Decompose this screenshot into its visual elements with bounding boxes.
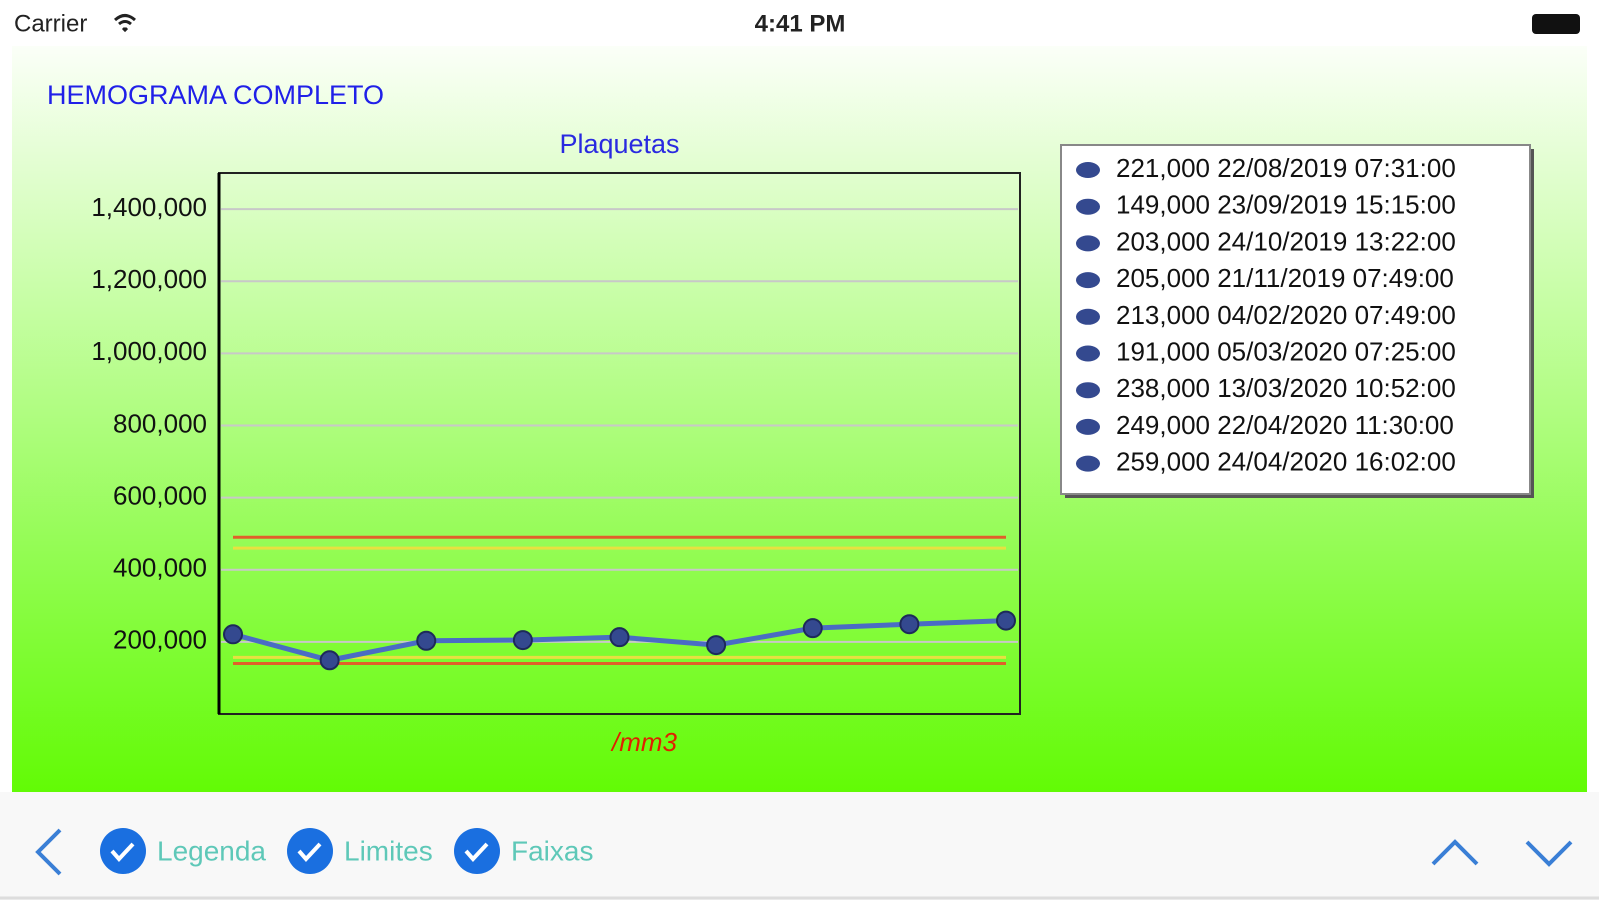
data-point bbox=[512, 630, 533, 651]
legend-entry: 238,000 13/03/2020 10:52:00 bbox=[1116, 373, 1456, 403]
legend-value: 191,000 bbox=[1116, 336, 1210, 366]
legend-value: 221,000 bbox=[1116, 153, 1210, 183]
legend-marker bbox=[1076, 272, 1100, 289]
legend-date: 24/10/2019 13:22:00 bbox=[1217, 226, 1456, 256]
data-point bbox=[996, 610, 1016, 631]
legend-entry: 249,000 22/04/2020 11:30:00 bbox=[1116, 410, 1454, 440]
legend-entry: 205,000 21/11/2019 07:49:00 bbox=[1116, 263, 1454, 293]
legend-entry: 191,000 05/03/2020 07:25:00 bbox=[1116, 336, 1456, 366]
legend-marker bbox=[1076, 345, 1100, 362]
legend-value: 205,000 bbox=[1116, 263, 1210, 293]
legend-marker bbox=[1076, 198, 1100, 215]
header-title: HEMOGRAMA COMPLETO bbox=[47, 80, 384, 110]
checkbox-checked[interactable] bbox=[454, 828, 500, 874]
data-point bbox=[223, 624, 243, 645]
down-button[interactable] bbox=[1525, 840, 1573, 867]
data-point bbox=[899, 614, 920, 635]
legend-entry: 259,000 24/04/2020 16:02:00 bbox=[1116, 446, 1456, 476]
x-axis-label: /mm3 bbox=[610, 727, 678, 757]
y-tick-label: 200,000 bbox=[113, 625, 207, 655]
data-point bbox=[319, 650, 340, 671]
data-point bbox=[416, 630, 437, 651]
legend-marker bbox=[1076, 308, 1100, 325]
y-tick-label: 1,200,000 bbox=[91, 264, 207, 294]
legend-marker bbox=[1076, 162, 1100, 178]
checkmark bbox=[297, 842, 322, 862]
toggle-label[interactable]: Faixas bbox=[511, 835, 593, 866]
toolbar bbox=[0, 792, 1599, 900]
up-button[interactable] bbox=[1431, 839, 1479, 866]
y-tick-label: 400,000 bbox=[113, 553, 207, 583]
data-point bbox=[706, 635, 727, 656]
y-tick-label: 600,000 bbox=[113, 480, 207, 510]
legend-entry: 213,000 04/02/2020 07:49:00 bbox=[1116, 300, 1456, 330]
battery-icon bbox=[1532, 14, 1580, 34]
chart-title: Plaquetas bbox=[559, 129, 679, 159]
legend-value: 259,000 bbox=[1116, 446, 1210, 476]
checkbox-checked[interactable] bbox=[287, 828, 333, 874]
y-tick-label: 1,400,000 bbox=[91, 192, 207, 222]
checkmark bbox=[464, 842, 489, 862]
back-button[interactable] bbox=[35, 828, 62, 876]
data-point bbox=[802, 618, 823, 639]
legend-date: 22/04/2020 11:30:00 bbox=[1217, 410, 1454, 440]
legend-date: 04/02/2020 07:49:00 bbox=[1217, 300, 1456, 330]
checkbox-checked[interactable] bbox=[100, 828, 146, 874]
legend-marker bbox=[1076, 235, 1100, 252]
y-tick-label: 800,000 bbox=[113, 408, 207, 438]
legend-value: 203,000 bbox=[1116, 226, 1210, 256]
legend-entry: 221,000 22/08/2019 07:31:00 bbox=[1116, 153, 1456, 183]
legend-value: 249,000 bbox=[1116, 410, 1210, 440]
legend-box bbox=[1060, 144, 1531, 495]
legend-value: 238,000 bbox=[1116, 373, 1210, 403]
legend-marker bbox=[1076, 382, 1100, 399]
legend-date: 13/03/2020 10:52:00 bbox=[1217, 373, 1456, 403]
legend-entry: 203,000 24/10/2019 13:22:00 bbox=[1116, 226, 1456, 256]
legend-value: 149,000 bbox=[1116, 190, 1210, 220]
legend-date: 22/08/2019 07:31:00 bbox=[1217, 153, 1456, 183]
toggle-label[interactable]: Legenda bbox=[157, 835, 266, 866]
legend-date: 23/09/2019 15:15:00 bbox=[1217, 190, 1456, 220]
toggle-label[interactable]: Limites bbox=[344, 835, 433, 866]
carrier: Carrier bbox=[14, 10, 87, 37]
legend-value: 213,000 bbox=[1116, 300, 1210, 330]
data-point bbox=[609, 627, 630, 648]
legend-date: 21/11/2019 07:49:00 bbox=[1217, 263, 1454, 293]
legend-marker bbox=[1076, 455, 1100, 472]
wifi-icon bbox=[113, 14, 137, 33]
legend-date: 24/04/2020 16:02:00 bbox=[1217, 446, 1456, 476]
legend-entry: 149,000 23/09/2019 15:15:00 bbox=[1116, 190, 1456, 220]
checkmark bbox=[110, 842, 135, 862]
clock: 4:41 PM bbox=[755, 10, 846, 37]
legend-date: 05/03/2020 07:25:00 bbox=[1217, 336, 1456, 366]
legend-marker bbox=[1076, 418, 1100, 435]
y-tick-label: 1,000,000 bbox=[91, 336, 207, 366]
